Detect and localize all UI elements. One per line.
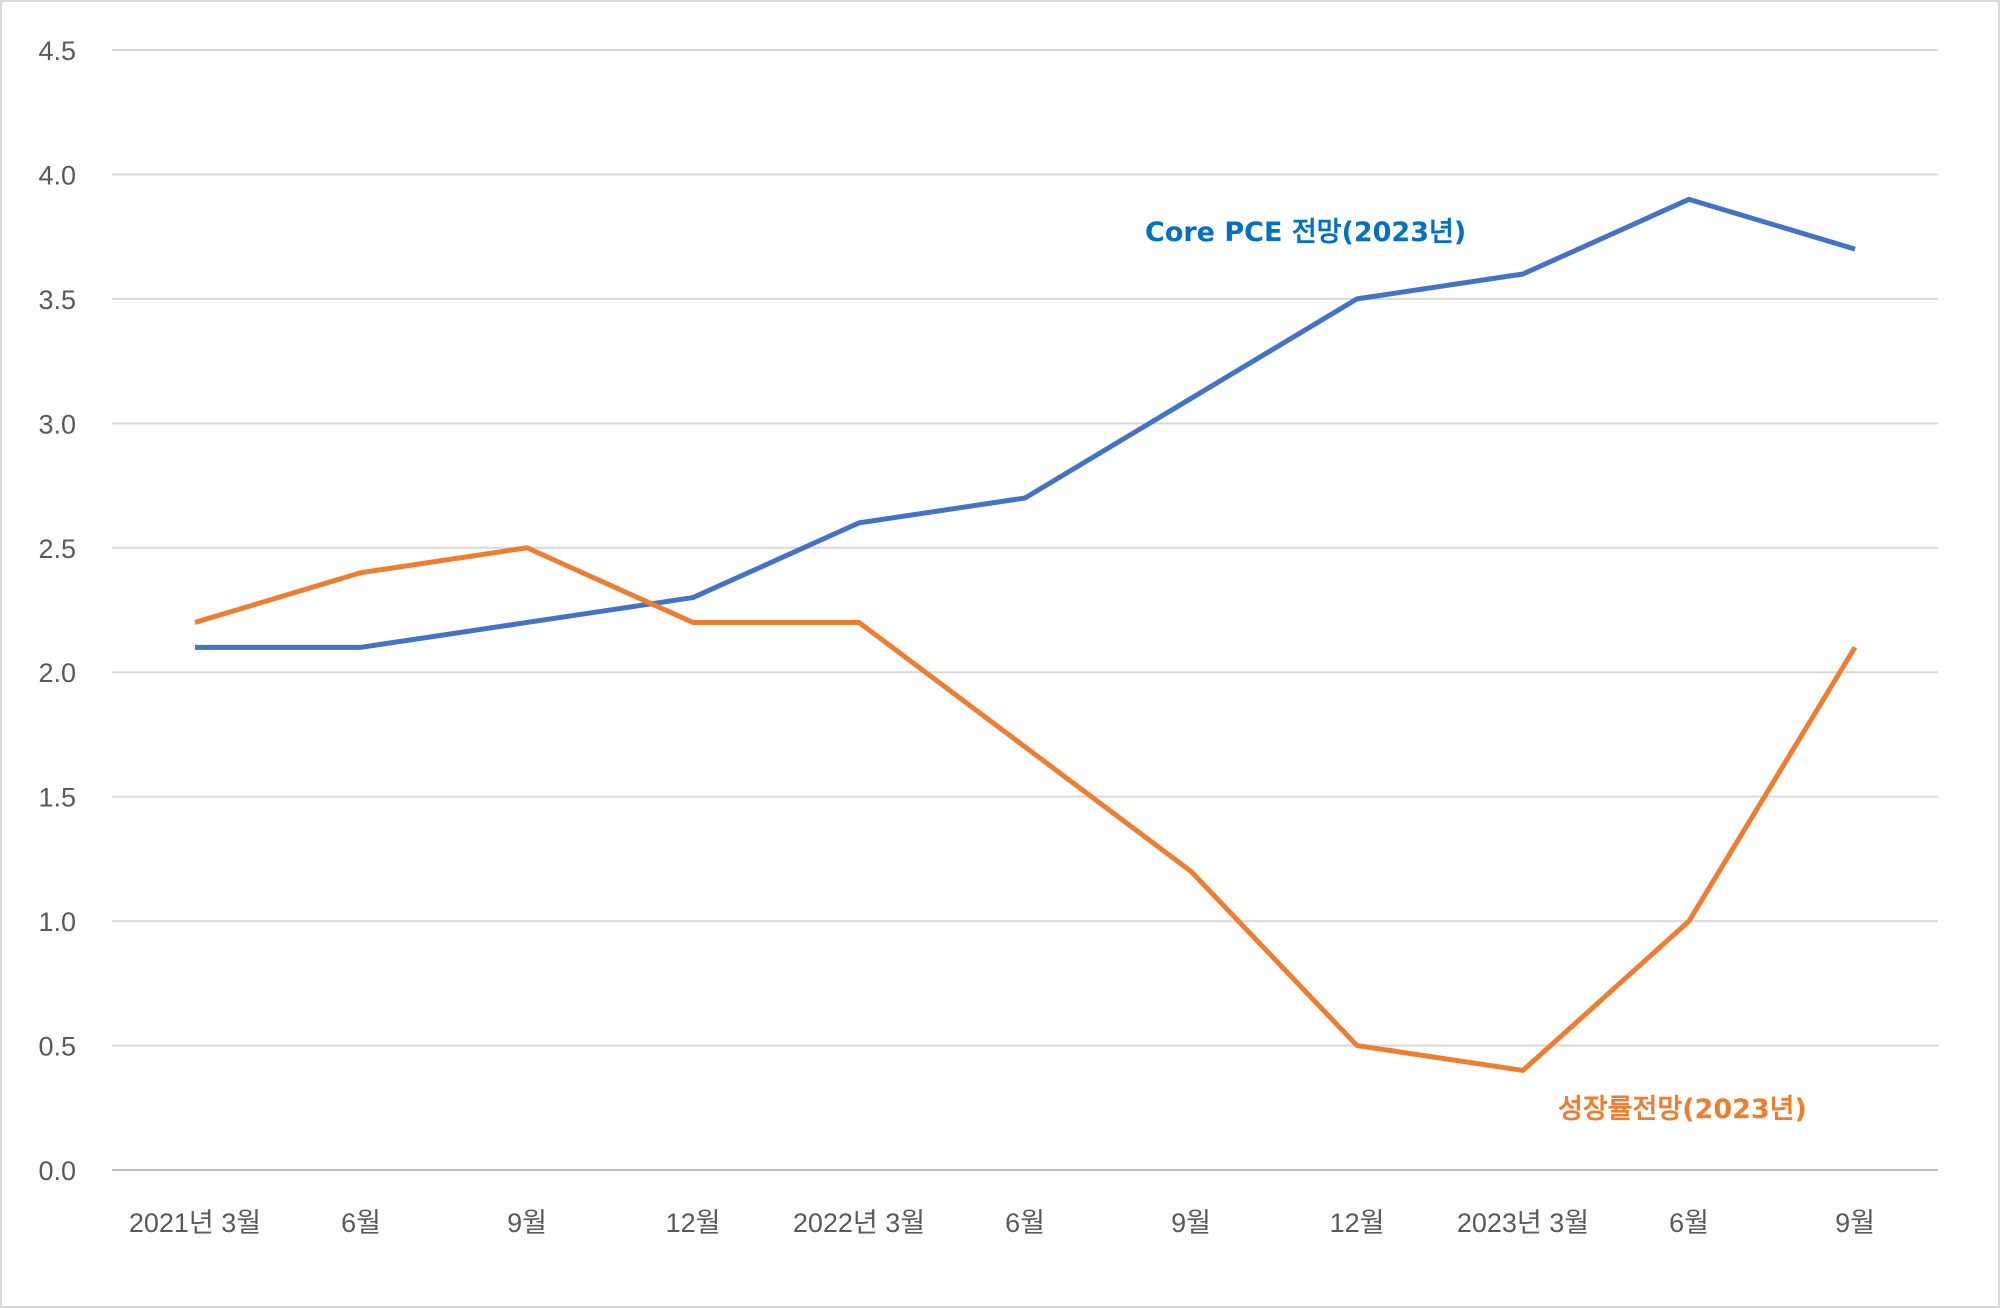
- x-axis-tick-labels: 2021년 3월 6월 9월 12월 2022년 3월 6월 9월 12월 2023년 3월 6월…: [129, 1208, 1875, 1238]
- y-tick-label: 3.0: [38, 409, 76, 439]
- x-tick-label: 9월: [507, 1208, 547, 1238]
- series-label-core-pce: Core PCE 전망(2023년): [1145, 217, 1466, 248]
- y-tick-label: 0.5: [38, 1032, 76, 1062]
- y-tick-label: 4.0: [38, 160, 76, 190]
- series-label-growth: 성장률전망(2023년): [1558, 1094, 1807, 1125]
- y-tick-label: 4.5: [38, 36, 76, 66]
- y-axis-tick-labels: 0.0 0.5 1.0 1.5 2.0 2.5 3.0 3.5 4.0 4.5: [38, 36, 76, 1186]
- x-tick-label: 12월: [666, 1208, 721, 1238]
- y-tick-label: 3.5: [38, 285, 76, 315]
- y-tick-label: 2.0: [38, 658, 76, 688]
- x-tick-label: 6월: [1669, 1208, 1709, 1238]
- x-tick-label: 9월: [1171, 1208, 1211, 1238]
- x-tick-label: 6월: [341, 1208, 381, 1238]
- series-lines: [194, 196, 1858, 1073]
- y-tick-label: 1.0: [38, 907, 76, 937]
- gridlines: [112, 49, 1938, 1171]
- y-tick-label: 2.5: [38, 534, 76, 564]
- x-tick-label: 2021년 3월: [129, 1208, 261, 1238]
- x-tick-label: 2022년 3월: [793, 1208, 925, 1238]
- x-tick-label: 6월: [1005, 1208, 1045, 1238]
- y-tick-label: 0.0: [38, 1156, 76, 1186]
- x-tick-label: 12월: [1330, 1208, 1385, 1238]
- series-line-growth: [194, 545, 1858, 1073]
- y-tick-label: 1.5: [38, 783, 76, 813]
- x-tick-label: 9월: [1835, 1208, 1875, 1238]
- series-line-core-pce: [195, 196, 1856, 650]
- x-tick-label: 2023년 3월: [1457, 1208, 1589, 1238]
